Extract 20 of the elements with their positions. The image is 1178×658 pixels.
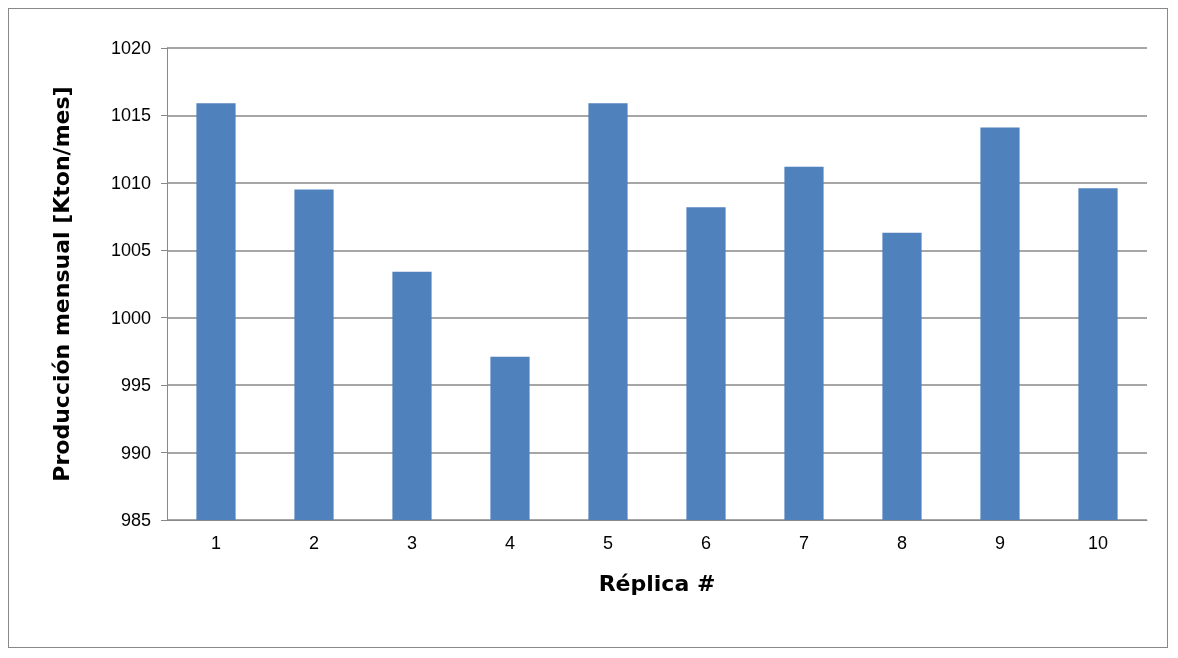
x-tick-label: 4 [504,533,516,553]
x-tick-label: 10 [1087,533,1109,553]
x-axis-title: Réplica # [598,570,716,596]
x-tick-label: 2 [308,533,320,553]
x-tick-label: 6 [700,533,712,553]
y-tick-label: 1010 [110,172,151,193]
x-tick-label: 7 [798,533,810,553]
y-tick-label: 985 [120,510,151,530]
y-axis-title: Producción mensual [Kton/mes] [48,86,74,482]
y-tick-label: 1020 [110,38,151,58]
y-tick-label: 1015 [110,105,151,126]
x-tick-label: 5 [602,533,614,553]
x-tick-label: 9 [994,533,1006,553]
y-tick-label: 990 [120,442,151,463]
y-tick-label: 1000 [110,307,151,328]
x-tick-label: 1 [210,533,222,553]
x-tick-label: 8 [896,533,908,553]
x-tick-label: 3 [406,533,418,553]
y-tick-label: 995 [120,375,151,396]
y-tick-label: 1005 [110,240,151,261]
